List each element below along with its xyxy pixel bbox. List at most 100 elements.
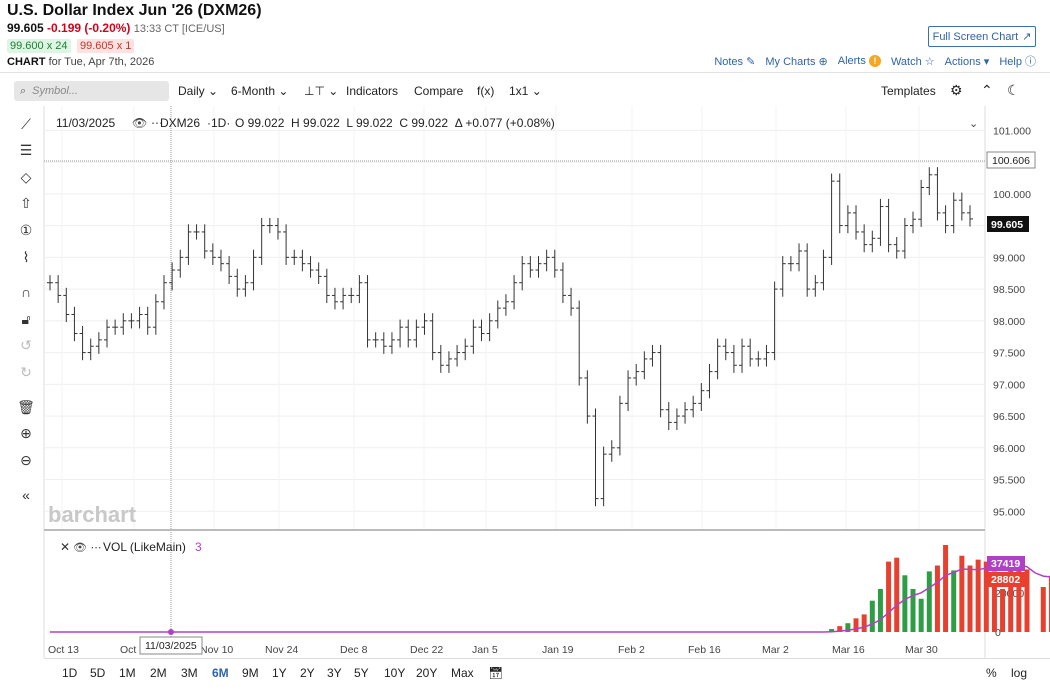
ohlc-bar [608, 440, 615, 462]
ohlc-bar [527, 256, 534, 278]
range-button-1d[interactable]: 1D [62, 666, 78, 680]
ohlc-bar [291, 249, 298, 265]
calendar-icon[interactable]: 📅︎ [488, 666, 504, 680]
ohlc-bar [103, 319, 110, 348]
ohlc-bar [397, 319, 404, 348]
scale-option-log[interactable]: log [1011, 666, 1028, 680]
volume-bar [861, 614, 867, 632]
volume-bar [991, 571, 997, 632]
volume-legend-count: 3 [195, 540, 202, 554]
ohlc-bar [519, 256, 526, 291]
ohlc-bar [136, 306, 143, 329]
watch-link[interactable]: Watch ☆ [891, 55, 935, 68]
layout-dropdown[interactable]: 1x1 ⌄ [509, 84, 542, 98]
interval-dropdown[interactable]: Daily ⌄ [178, 84, 218, 98]
range-button-10y[interactable]: 10Y [384, 666, 406, 680]
volume-bar [894, 557, 900, 632]
ohlc-bar [201, 224, 208, 259]
compare-button[interactable]: Compare [414, 84, 464, 98]
volume-bar [1048, 575, 1050, 632]
chart-links: Notes ✎ My Charts ⊕ Alerts ! Watch ☆ Act… [714, 53, 1036, 69]
date-tick-label: Mar 2 [762, 644, 789, 656]
settings-gear-icon[interactable]: ⚙ [950, 82, 963, 98]
ohlc-bar [486, 313, 493, 342]
redo-icon[interactable]: ↻ [20, 364, 32, 380]
chart-label: CHART [7, 56, 46, 68]
arrow-tool-icon[interactable]: ⇧ [20, 195, 32, 211]
annotation-tool-icon[interactable]: ① [19, 222, 33, 238]
ohlc-bar [169, 262, 176, 291]
volume-average-line [50, 563, 1050, 633]
ohlc-bar [120, 313, 127, 335]
range-button-20y[interactable]: 20Y [416, 666, 438, 680]
function-button[interactable]: f(x) [477, 84, 495, 98]
ohlc-bar [193, 224, 200, 240]
collapse-chevron-icon[interactable]: ⌃ [981, 82, 993, 98]
fib-tool-icon[interactable]: ☰ [19, 142, 33, 158]
full-screen-label: Full Screen Chart [932, 30, 1019, 43]
dark-mode-moon-icon[interactable]: ☾ [1007, 82, 1020, 98]
chart-type-dropdown[interactable]: ⊥⊤ ⌄ [304, 84, 338, 98]
ohlc-bar [714, 338, 721, 380]
range-button-2y[interactable]: 2Y [300, 666, 315, 680]
zoom-in-icon[interactable]: ⊕ [20, 425, 32, 441]
interval-label: Daily [178, 84, 205, 98]
date-tick-label: Feb 2 [618, 644, 645, 656]
trash-icon[interactable]: 🗑︎ [17, 399, 35, 415]
range-button-1y[interactable]: 1Y [272, 666, 287, 680]
range-button-3y[interactable]: 3Y [327, 666, 342, 680]
range-button-5d[interactable]: 5D [90, 666, 106, 680]
ohlc-bar [331, 287, 338, 310]
ohlc-bar [258, 217, 265, 265]
ohlc-bar [828, 173, 835, 265]
indicators-button[interactable]: Indicators [346, 84, 399, 98]
magnet-icon[interactable]: ∩ [20, 284, 32, 300]
price-chart[interactable]: 200000 101.000100.500100.00099.50099.000… [0, 106, 1050, 658]
alert-icon: ! [868, 55, 881, 67]
ohlc-bar [380, 332, 387, 354]
price-axis-labels: 101.000100.500100.00099.50099.00098.5009… [993, 125, 1031, 518]
caret-down-icon: ▾ [983, 55, 990, 68]
chart-toolbar: ⌕ Symbol... Daily ⌄ 6-Month ⌄ ⊥⊤ ⌄ Indic… [0, 78, 1050, 106]
range-button-5y[interactable]: 5Y [354, 666, 369, 680]
ohlc-bar [437, 344, 444, 373]
eye-icon: 👁︎ ⋯ [73, 541, 101, 554]
alerts-link[interactable]: Alerts ! [838, 55, 881, 67]
ohlc-bar [722, 338, 729, 361]
date-tick-label: Feb 16 [688, 644, 721, 656]
ohlc-bar [918, 179, 925, 227]
collapse-sidebar-icon[interactable]: « [22, 487, 30, 503]
range-bar: 1D 5D 1M 2M 3M 6M 9M 1Y 2Y 3Y 5Y 10Y 20Y Max 📅︎% log [0, 660, 1050, 688]
ohlc-bar [649, 344, 656, 367]
range-button-9m[interactable]: 9M [242, 666, 259, 680]
scale-option-percent[interactable]: % [986, 666, 997, 680]
actions-menu[interactable]: Actions ▾ [945, 55, 990, 68]
symbol-search-input[interactable]: ⌕ Symbol... [14, 81, 169, 101]
range-button-6m[interactable]: 6M [212, 666, 229, 680]
volume-bar [959, 555, 965, 632]
pattern-tool-icon[interactable]: ⌇ [22, 249, 30, 265]
legend-date: 11/03/2025 [56, 116, 115, 130]
range-button-max[interactable]: Max [451, 666, 474, 680]
unlock-icon[interactable]: 🔓︎ [21, 311, 31, 327]
line-tool-icon[interactable]: ⟋ [21, 116, 31, 132]
my-charts-link[interactable]: My Charts ⊕ [765, 55, 827, 68]
templates-button[interactable]: Templates [881, 84, 936, 98]
undo-icon[interactable]: ↺ [20, 337, 32, 353]
range-button-3m[interactable]: 3M [181, 666, 198, 680]
notes-link[interactable]: Notes ✎ [714, 55, 755, 68]
crosshair-date-badge: 11/03/2025 [145, 640, 197, 652]
zoom-out-icon[interactable]: ⊖ [20, 452, 32, 468]
period-dropdown[interactable]: 6-Month ⌄ [231, 84, 288, 98]
shape-tool-icon[interactable]: ◇ [20, 169, 32, 185]
range-button-2m[interactable]: 2M [150, 666, 167, 680]
range-button-1m[interactable]: 1M [119, 666, 136, 680]
help-link[interactable]: Help ⓘ [999, 53, 1036, 69]
volume-bar [1000, 588, 1006, 632]
volume-bar [902, 575, 908, 632]
ohlc-bar [901, 217, 908, 259]
full-screen-chart-button[interactable]: Full Screen Chart ↗ [928, 26, 1036, 47]
edit-icon: ✎ [746, 55, 756, 68]
ohlc-bar [584, 370, 591, 424]
vol-last-badge-box [987, 572, 1025, 587]
